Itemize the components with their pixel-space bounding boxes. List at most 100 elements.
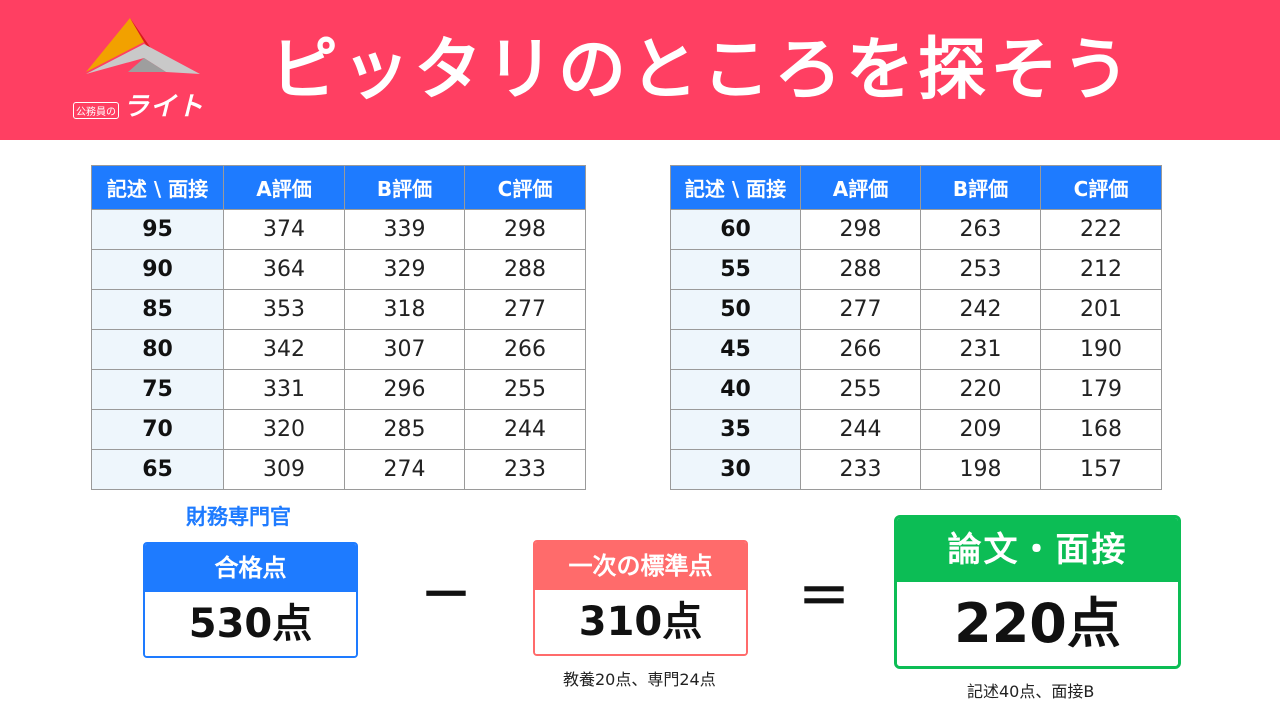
total-score-cell: 288 [800,249,921,290]
essay-score-cell: 75 [91,369,224,410]
total-score-cell: 277 [464,289,586,330]
total-score-cell: 364 [223,249,345,290]
total-score-cell: 255 [464,369,586,410]
column-header: B評価 [920,165,1041,210]
table-row: 65 309 274 233 [91,449,586,490]
mountain-logo-icon [86,18,200,74]
column-header: 記述 \ 面接 [670,165,801,210]
column-header: B評価 [344,165,465,210]
essay-score-cell: 80 [91,329,224,370]
essay-interview-box: 論文・面接 220点 [894,515,1181,669]
total-score-cell: 342 [223,329,345,370]
total-score-cell: 233 [464,449,586,490]
essay-score-cell: 95 [91,209,224,250]
table-row: 70 320 285 244 [91,409,586,450]
total-score-cell: 190 [1040,329,1162,370]
table-row: 80 342 307 266 [91,329,586,370]
standard-score-note: 教養20点、専門24点 [563,670,716,689]
total-score-cell: 318 [344,289,465,330]
title-banner: 公務員の ライト ピッタリのところを探そう [0,0,1280,140]
total-score-cell: 320 [223,409,345,450]
column-header: A評価 [800,165,921,210]
logo-big-text: ライト [123,92,205,122]
standard-score-box: 一次の標準点 310点 [533,540,748,656]
essay-score-cell: 90 [91,249,224,290]
brand-logo: 公務員の ライト [68,10,218,122]
table-row: 55 288 253 212 [670,249,1162,290]
page-title: ピッタリのところを探そう [270,31,1135,110]
total-score-cell: 157 [1040,449,1162,490]
column-header: C評価 [1040,165,1162,210]
total-score-cell: 255 [800,369,921,410]
essay-interview-note: 記述40点、面接B [967,682,1095,701]
total-score-cell: 201 [1040,289,1162,330]
essay-interview-label: 論文・面接 [897,518,1178,582]
column-header: A評価 [223,165,345,210]
minus-sign: － [420,566,473,626]
standard-score-label: 一次の標準点 [535,542,746,590]
essay-score-cell: 70 [91,409,224,450]
passing-score-box: 合格点 530点 [143,542,358,658]
total-score-cell: 296 [344,369,465,410]
total-score-cell: 307 [344,329,465,370]
table-row: 60 298 263 222 [670,209,1162,250]
total-score-cell: 309 [223,449,345,490]
total-score-cell: 253 [920,249,1041,290]
total-score-cell: 168 [1040,409,1162,450]
total-score-cell: 274 [344,449,465,490]
passing-score-label: 合格点 [145,544,356,592]
total-score-cell: 244 [464,409,586,450]
total-score-cell: 209 [920,409,1041,450]
table-row: 95 374 339 298 [91,209,586,250]
essay-score-cell: 85 [91,289,224,330]
bureau-label: 財務専門官 [186,505,291,529]
total-score-cell: 329 [344,249,465,290]
total-score-cell: 298 [800,209,921,250]
table-row: 75 331 296 255 [91,369,586,410]
table-row: 35 244 209 168 [670,409,1162,450]
equals-sign: ＝ [798,568,851,628]
total-score-cell: 277 [800,289,921,330]
essay-score-cell: 55 [670,249,801,290]
total-score-cell: 288 [464,249,586,290]
total-score-cell: 266 [464,329,586,370]
essay-score-cell: 40 [670,369,801,410]
total-score-cell: 298 [464,209,586,250]
total-score-cell: 231 [920,329,1041,370]
table-row: 90 364 329 288 [91,249,586,290]
total-score-cell: 266 [800,329,921,370]
essay-score-cell: 35 [670,409,801,450]
essay-score-cell: 50 [670,289,801,330]
total-score-cell: 263 [920,209,1041,250]
table-row: 45 266 231 190 [670,329,1162,370]
table-row: 50 277 242 201 [670,289,1162,330]
total-score-cell: 179 [1040,369,1162,410]
essay-score-cell: 45 [670,329,801,370]
essay-score-cell: 65 [91,449,224,490]
total-score-cell: 285 [344,409,465,450]
total-score-cell: 353 [223,289,345,330]
table-row: 30 233 198 157 [670,449,1162,490]
essay-score-cell: 60 [670,209,801,250]
total-score-cell: 222 [1040,209,1162,250]
total-score-cell: 244 [800,409,921,450]
total-score-cell: 339 [344,209,465,250]
essay-interview-value: 220点 [897,582,1178,666]
total-score-cell: 242 [920,289,1041,330]
table-row: 40 255 220 179 [670,369,1162,410]
total-score-cell: 331 [223,369,345,410]
essay-score-cell: 30 [670,449,801,490]
logo-wordmark: 公務員の ライト [73,86,204,123]
total-score-cell: 374 [223,209,345,250]
column-header: C評価 [464,165,586,210]
score-table-left: 記述 \ 面接 A評価 B評価 C評価 95 374 339 298 90 364 329 2… [91,165,586,490]
logo-small-text: 公務員の [73,102,119,119]
passing-score-value: 530点 [145,592,356,656]
column-header: 記述 \ 面接 [91,165,224,210]
total-score-cell: 212 [1040,249,1162,290]
total-score-cell: 198 [920,449,1041,490]
score-table-right: 記述 \ 面接 A評価 B評価 C評価 60 298 263 222 55 288 253 2… [670,165,1162,490]
total-score-cell: 220 [920,369,1041,410]
total-score-cell: 233 [800,449,921,490]
table-row: 85 353 318 277 [91,289,586,330]
